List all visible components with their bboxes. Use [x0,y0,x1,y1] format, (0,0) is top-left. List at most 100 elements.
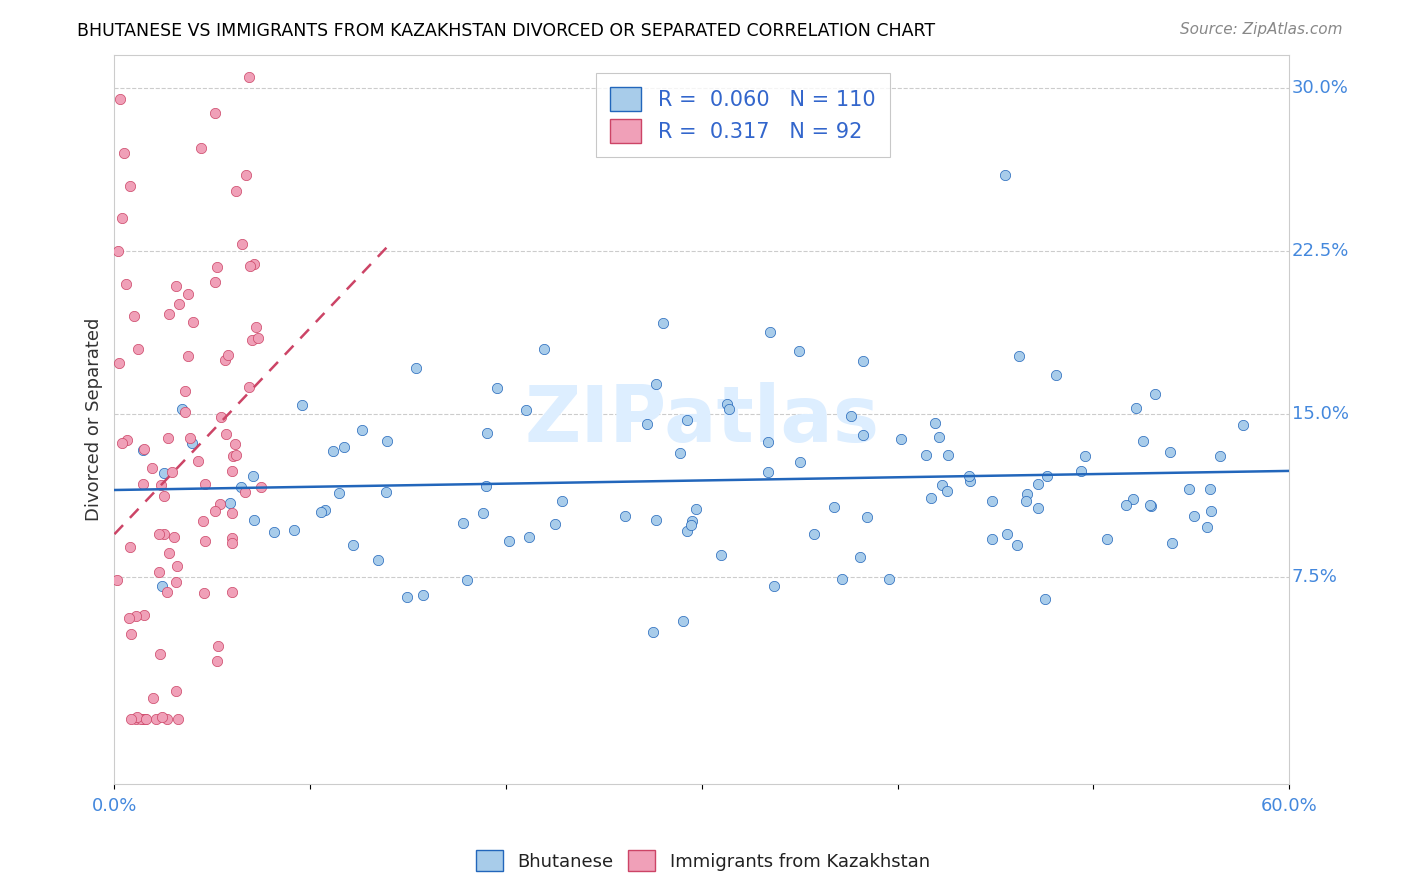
Point [148,565,170,579]
Point [242,469,264,483]
Point [451,516,474,531]
Point [153,489,176,503]
Point [225,448,247,462]
Point [142,691,165,706]
Point [291,398,314,412]
Point [763,579,786,593]
Point [145,712,167,726]
Point [928,430,950,444]
Point [207,654,229,668]
Point [190,141,212,155]
Point [156,712,179,726]
Point [672,614,695,628]
Point [309,505,332,519]
Point [125,609,148,624]
Point [803,526,825,541]
Point [644,513,666,527]
Point [314,503,336,517]
Point [152,526,174,541]
Point [132,442,155,456]
Point [1005,538,1028,552]
Point [517,531,540,545]
Point [1182,508,1205,523]
Point [475,425,498,440]
Point [676,413,699,427]
Point [177,287,200,301]
Point [1160,535,1182,549]
Legend: R =  0.060   N = 110, R =  0.317   N = 92: R = 0.060 N = 110, R = 0.317 N = 92 [596,73,890,157]
Point [177,349,200,363]
Point [115,277,138,291]
Point [641,624,664,639]
Point [920,491,942,505]
Point [957,468,980,483]
Point [238,380,260,394]
Point [120,178,142,193]
Point [332,440,354,454]
Point [150,579,173,593]
Point [283,523,305,537]
Text: 30.0%: 30.0% [1292,78,1348,97]
Text: 7.5%: 7.5% [1292,568,1337,587]
Point [221,464,243,478]
Point [132,712,155,726]
Point [472,507,495,521]
Text: BHUTANESE VS IMMIGRANTS FROM KAZAKHSTAN DIVORCED OR SEPARATED CORRELATION CHART: BHUTANESE VS IMMIGRANTS FROM KAZAKHSTAN … [77,22,935,40]
Point [127,342,149,356]
Point [1132,434,1154,449]
Point [238,70,260,84]
Point [959,474,981,488]
Point [787,344,810,359]
Point [544,517,567,532]
Point [181,436,204,450]
Point [153,466,176,480]
Point [718,401,741,416]
Point [1015,494,1038,508]
Point [1140,499,1163,513]
Point [132,443,155,458]
Point [219,496,242,510]
Point [831,572,853,586]
Point [122,310,145,324]
Point [981,532,1004,546]
Point [679,518,702,533]
Point [110,92,132,106]
Point [1045,368,1067,383]
Text: 22.5%: 22.5% [1292,242,1348,260]
Point [375,434,398,448]
Text: ZIPatlas: ZIPatlas [524,382,879,458]
Point [166,559,188,574]
Point [141,460,163,475]
Text: 0.0%: 0.0% [91,797,138,815]
Point [181,315,204,329]
Point [108,356,131,370]
Point [486,381,509,395]
Point [367,552,389,566]
Point [150,710,173,724]
Point [756,465,779,479]
Point [235,168,257,182]
Point [1125,401,1147,416]
Point [205,260,228,274]
Point [915,448,938,462]
Point [111,435,134,450]
Point [222,449,245,463]
Point [938,448,960,462]
Point [112,146,135,161]
Point [221,506,243,520]
Point [551,494,574,508]
Point [167,712,190,726]
Point [150,477,173,491]
Point [636,417,658,431]
Point [179,431,201,445]
Point [231,236,253,251]
Text: 15.0%: 15.0% [1292,405,1348,424]
Point [250,480,273,494]
Legend: Bhutanese, Immigrants from Kazakhstan: Bhutanese, Immigrants from Kazakhstan [470,843,936,879]
Point [839,409,862,424]
Point [675,524,697,539]
Point [135,712,157,726]
Point [852,354,875,368]
Point [1017,487,1039,501]
Point [173,404,195,418]
